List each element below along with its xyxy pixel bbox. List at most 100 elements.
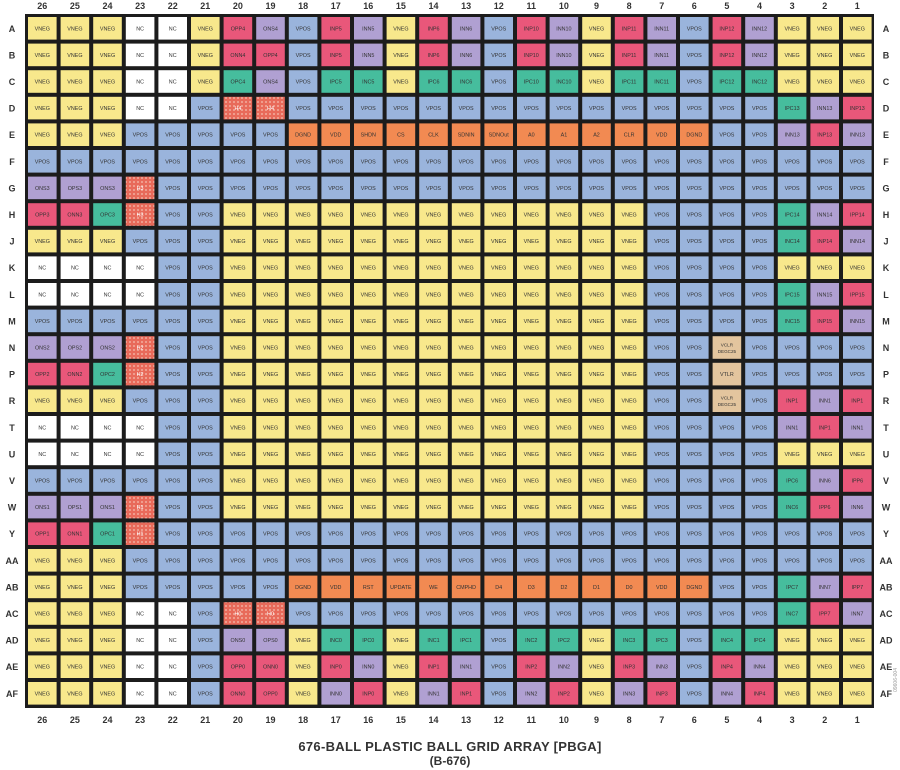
pin-label: H3 <box>137 213 144 219</box>
pin-label: VNEG <box>393 505 408 511</box>
column-label: 6 <box>692 1 697 11</box>
pin-cell <box>549 17 579 40</box>
pin-label: ONS2 <box>100 346 115 352</box>
pin-label: VPOS <box>361 558 376 564</box>
pin-cell <box>386 655 416 678</box>
pin-label: VNEG <box>458 372 473 378</box>
pin-label: CLK <box>428 133 439 139</box>
pin-cell <box>60 549 90 572</box>
pin-cell <box>680 469 709 492</box>
pin-label: VPOS <box>752 558 767 564</box>
pin-cell <box>712 549 742 572</box>
pin-label: VNEG <box>491 372 506 378</box>
pin-cell <box>517 389 546 412</box>
pin-label: VPOS <box>752 292 767 298</box>
pin-label: NC <box>136 80 144 86</box>
pin-cell <box>843 575 872 599</box>
row-label: AE <box>6 662 19 672</box>
pin-cell <box>614 176 644 200</box>
pin-label: VNEG <box>850 665 865 671</box>
pin-label: VNEG <box>230 266 245 272</box>
pin-label: IPC2 <box>558 638 570 644</box>
pin-cell <box>256 150 285 173</box>
pin-label: OPP0 <box>263 691 277 697</box>
pin-cell <box>680 549 709 572</box>
pin-cell <box>223 549 253 572</box>
pin-cell <box>93 229 122 253</box>
pin-label: INP13 <box>850 106 865 112</box>
pin-label: NC <box>71 452 79 458</box>
pin-label: VPOS <box>198 239 213 245</box>
pin-cell <box>256 203 285 226</box>
pin-cell <box>549 123 579 146</box>
pin-cell <box>256 176 285 200</box>
pin-label: INP1 <box>851 399 863 405</box>
column-label: 5 <box>724 1 729 11</box>
pin-cell <box>419 203 448 226</box>
column-label: 15 <box>396 715 406 725</box>
pin-label: VPOS <box>165 372 180 378</box>
pin-cell <box>158 416 187 439</box>
pin-label: IPC7 <box>786 585 798 591</box>
pin-label: CLR <box>624 133 635 139</box>
pin-label: VPOS <box>719 213 734 219</box>
pin-label: INN0 <box>362 665 374 671</box>
row-label: B <box>9 50 16 60</box>
pin-label: VNEG <box>817 53 832 59</box>
pin-label: NC <box>136 26 144 32</box>
pin-label: VNEG <box>621 425 636 431</box>
pin-label: VNEG <box>100 133 115 139</box>
pin-cell <box>451 549 481 572</box>
pin-cell <box>386 123 416 146</box>
pin-label: VNEG <box>263 319 278 325</box>
pin-cell <box>28 416 57 439</box>
pin-cell <box>777 229 807 253</box>
pin-label: VNEG <box>198 26 213 32</box>
pin-label: VNEG <box>589 399 604 405</box>
pin-label: INN1 <box>851 425 863 431</box>
pin-label: VNEG <box>263 213 278 219</box>
pin-cell <box>223 229 253 253</box>
pin-cell <box>549 655 579 678</box>
pin-label: INN10 <box>556 53 571 59</box>
pin-cell <box>354 655 383 678</box>
column-label: 26 <box>37 1 47 11</box>
column-label: 3 <box>790 715 795 725</box>
pin-label: VPOS <box>654 399 669 405</box>
pin-label: VPOS <box>361 186 376 192</box>
pin-cell <box>223 575 253 599</box>
pin-cell <box>843 682 872 705</box>
pin-label: VPOS <box>426 612 441 618</box>
pin-cell <box>614 96 644 120</box>
pin-label: VPOS <box>491 691 506 697</box>
pin-cell <box>191 96 220 120</box>
pin-label: INC6 <box>460 80 472 86</box>
pin-label: VPOS <box>491 106 506 112</box>
pin-cell <box>549 309 579 333</box>
pin-cell <box>777 442 807 466</box>
pin-cell <box>484 469 513 492</box>
pin-label: IPC15 <box>785 292 800 298</box>
pin-label: VPOS <box>491 26 506 32</box>
pin-cell <box>451 96 481 120</box>
pin-cell <box>191 389 220 412</box>
row-label: M <box>8 316 16 326</box>
pin-cell <box>647 442 676 466</box>
pin-cell <box>777 575 807 599</box>
pin-cell <box>614 283 644 306</box>
pin-label: VPOS <box>850 558 865 564</box>
pin-cell <box>125 70 155 93</box>
pin-label: VPOS <box>752 479 767 485</box>
pin-cell <box>158 336 187 359</box>
pin-cell <box>712 256 742 279</box>
pin-cell <box>158 256 187 279</box>
pin-label: VPOS <box>719 319 734 325</box>
pin-cell <box>549 575 579 599</box>
pin-cell <box>223 416 253 439</box>
pin-label: INP10 <box>524 53 539 59</box>
pin-cell <box>256 389 285 412</box>
row-label: Y <box>9 529 15 539</box>
pin-label: VNEG <box>817 665 832 671</box>
pin-label: VNEG <box>393 691 408 697</box>
pin-cell <box>843 469 872 492</box>
